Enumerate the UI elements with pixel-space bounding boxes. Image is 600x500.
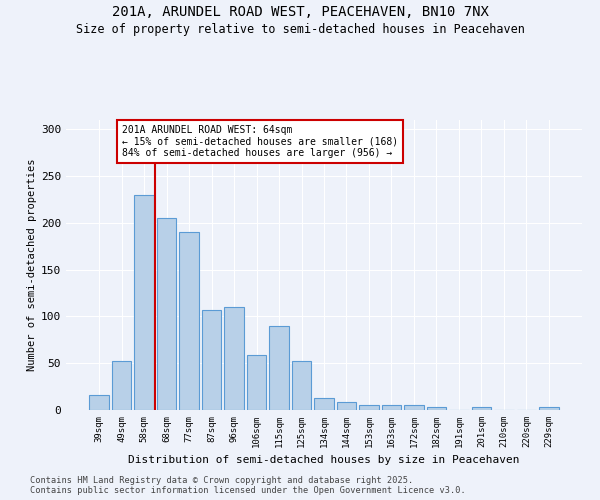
Bar [382,406,401,410]
Bar [269,326,289,410]
Text: 201A ARUNDEL ROAD WEST: 64sqm
← 15% of semi-detached houses are smaller (168)
84: 201A ARUNDEL ROAD WEST: 64sqm ← 15% of s… [122,124,398,158]
Bar [337,402,356,410]
Bar [314,398,334,410]
Bar [112,362,131,410]
Text: Contains HM Land Registry data © Crown copyright and database right 2025.
Contai: Contains HM Land Registry data © Crown c… [30,476,466,495]
Bar [157,218,176,410]
Text: 201A, ARUNDEL ROAD WEST, PEACEHAVEN, BN10 7NX: 201A, ARUNDEL ROAD WEST, PEACEHAVEN, BN1… [112,5,488,19]
Bar [179,232,199,410]
Y-axis label: Number of semi-detached properties: Number of semi-detached properties [27,159,37,371]
Bar [539,407,559,410]
X-axis label: Distribution of semi-detached houses by size in Peacehaven: Distribution of semi-detached houses by … [128,456,520,466]
Bar [247,355,266,410]
Bar [134,195,154,410]
Bar [224,307,244,410]
Bar [89,395,109,410]
Bar [427,407,446,410]
Bar [202,310,221,410]
Bar [292,362,311,410]
Bar [359,406,379,410]
Bar [472,407,491,410]
Bar [404,406,424,410]
Text: Size of property relative to semi-detached houses in Peacehaven: Size of property relative to semi-detach… [76,22,524,36]
